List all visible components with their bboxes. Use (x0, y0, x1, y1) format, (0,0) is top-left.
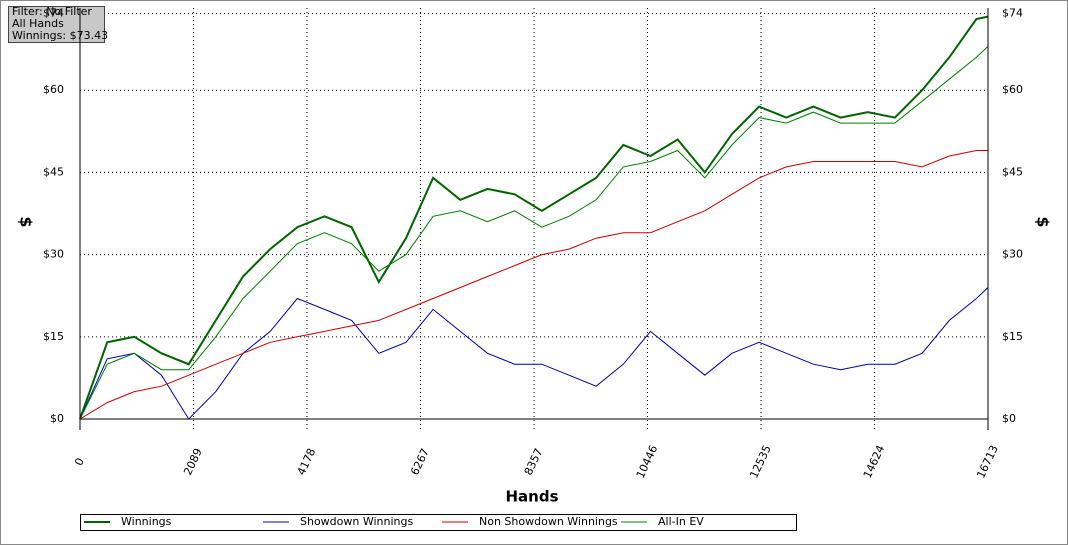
series-line (79, 15, 989, 420)
y2-axis-label: $ (1034, 216, 1053, 227)
y2-tick-label: $45 (1002, 165, 1023, 178)
legend-label: Showdown Winnings (300, 515, 414, 528)
legend-label: Non Showdown Winnings (479, 515, 618, 528)
y-tick-label: $30 (43, 248, 64, 261)
y2-tick-label: $15 (1002, 330, 1023, 343)
series-line (79, 150, 988, 420)
y-tick-label: $0 (50, 412, 64, 425)
y-axis-label: $ (17, 216, 36, 227)
series-line (79, 46, 989, 420)
info-text: Winnings: $73.43 (12, 29, 108, 42)
y-tick-label: $74 (43, 6, 64, 19)
legend-label: Winnings (121, 515, 172, 528)
info-text: All Hands (12, 17, 64, 30)
series-line (79, 287, 989, 420)
x-tick-label: 0 (72, 456, 87, 468)
y2-tick-label: $0 (1002, 412, 1016, 425)
info-box (8, 6, 105, 43)
y2-tick-label: $74 (1002, 6, 1023, 19)
legend (80, 514, 797, 531)
y2-tick-label: $60 (1002, 83, 1023, 96)
info-text: Filter: No Filter (12, 5, 92, 18)
y2-tick-label: $30 (1002, 248, 1023, 261)
y-tick-label: $60 (43, 83, 64, 96)
x-axis-label: Hands (505, 488, 558, 506)
y-tick-label: $15 (43, 330, 64, 343)
y-tick-label: $45 (43, 165, 64, 178)
legend-label: All-In EV (658, 515, 704, 528)
legend-items: Winnings Showdown Winnings Non Showdown Wi… (84, 515, 704, 528)
plot-area (79, 8, 989, 430)
